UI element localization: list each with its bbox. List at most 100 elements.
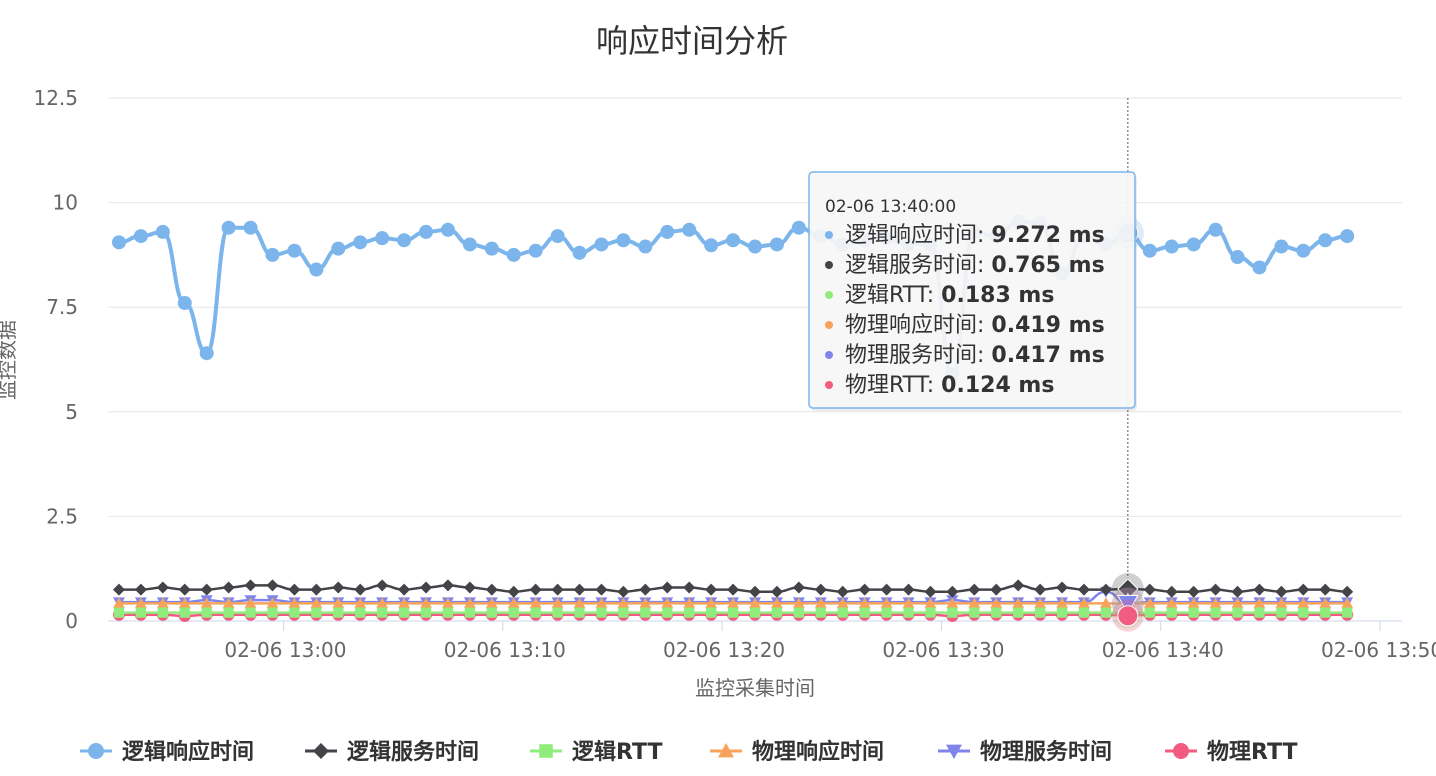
legend-item-5[interactable]: 物理RTT bbox=[1165, 739, 1297, 765]
legend-item-1[interactable]: 逻辑服务时间 bbox=[305, 739, 479, 765]
data-point bbox=[770, 585, 783, 598]
data-point bbox=[1056, 607, 1068, 618]
data-point bbox=[792, 597, 805, 609]
tooltip-value: 0.765 ms bbox=[991, 253, 1104, 278]
data-point bbox=[551, 583, 564, 596]
legend-item-0[interactable]: 逻辑响应时间 bbox=[80, 739, 254, 765]
data-point bbox=[574, 607, 585, 618]
data-point bbox=[1296, 243, 1311, 258]
data-point bbox=[267, 607, 278, 618]
data-point bbox=[179, 607, 190, 618]
data-point bbox=[310, 583, 323, 596]
data-point bbox=[464, 607, 475, 618]
tooltip-label: 逻辑服务时间: bbox=[845, 253, 991, 278]
data-point bbox=[749, 597, 761, 609]
data-point bbox=[463, 581, 476, 594]
data-point bbox=[420, 581, 433, 594]
data-point bbox=[463, 597, 476, 609]
data-point bbox=[353, 235, 368, 250]
data-point bbox=[375, 231, 390, 246]
y-axis: 0 2.5 5 7.5 10 12.5 bbox=[33, 86, 78, 633]
data-point bbox=[968, 597, 981, 609]
y-tick-label: 7.5 bbox=[46, 295, 78, 319]
data-point bbox=[441, 597, 454, 609]
data-point bbox=[1318, 233, 1333, 248]
data-point bbox=[376, 579, 389, 592]
legend-marker bbox=[313, 743, 329, 759]
data-point bbox=[134, 583, 147, 596]
data-point bbox=[550, 229, 565, 244]
data-point bbox=[1341, 585, 1354, 598]
data-point bbox=[354, 583, 367, 596]
tooltip-swatch bbox=[825, 321, 833, 329]
data-point bbox=[134, 597, 147, 609]
data-point bbox=[287, 243, 302, 258]
data-point bbox=[903, 607, 914, 618]
data-point bbox=[705, 597, 718, 609]
data-point bbox=[310, 597, 323, 609]
data-point bbox=[486, 607, 497, 618]
legend-item-2[interactable]: 逻辑RTT bbox=[530, 739, 662, 765]
data-point bbox=[660, 224, 675, 239]
data-point bbox=[946, 585, 959, 598]
data-point bbox=[288, 597, 301, 609]
x-tick-label: 02-06 13:20 bbox=[663, 638, 785, 662]
data-point bbox=[1165, 597, 1178, 609]
tooltip-label: 逻辑RTT: bbox=[845, 283, 941, 308]
data-point bbox=[398, 583, 411, 596]
data-point bbox=[683, 597, 696, 609]
data-point bbox=[924, 585, 937, 598]
tooltip-row: 物理服务时间: 0.417 ms bbox=[845, 343, 1105, 368]
data-point bbox=[902, 597, 915, 609]
data-point bbox=[1056, 597, 1069, 609]
x-axis: 02-06 13:00 02-06 13:10 02-06 13:20 02-06 1… bbox=[224, 621, 1436, 662]
data-point bbox=[1319, 583, 1332, 596]
data-point bbox=[1208, 222, 1223, 237]
y-tick-label: 5 bbox=[65, 400, 78, 424]
data-point bbox=[201, 607, 212, 618]
data-point bbox=[638, 239, 653, 254]
data-point bbox=[1035, 607, 1046, 618]
legend-item-4[interactable]: 物理服务时间 bbox=[938, 739, 1112, 765]
data-point bbox=[397, 233, 412, 248]
data-point bbox=[969, 607, 980, 618]
data-point bbox=[1232, 607, 1243, 618]
data-point bbox=[178, 597, 191, 609]
data-point bbox=[1298, 607, 1309, 618]
data-point bbox=[1165, 585, 1178, 598]
data-point bbox=[529, 597, 542, 609]
data-point bbox=[200, 583, 213, 596]
data-point bbox=[1342, 607, 1353, 618]
data-point bbox=[1340, 229, 1355, 244]
data-point bbox=[376, 597, 389, 609]
data-point bbox=[355, 607, 366, 618]
data-point bbox=[617, 597, 630, 609]
data-point bbox=[552, 607, 563, 618]
data-point bbox=[639, 583, 652, 596]
data-point bbox=[333, 607, 344, 618]
data-point bbox=[793, 607, 804, 618]
legend-label: 物理服务时间 bbox=[980, 739, 1112, 765]
data-point bbox=[902, 583, 915, 596]
data-point bbox=[1078, 607, 1090, 618]
data-point bbox=[551, 597, 564, 609]
data-point bbox=[529, 583, 542, 596]
data-point bbox=[1100, 607, 1112, 618]
data-point bbox=[1319, 597, 1332, 609]
data-point bbox=[727, 583, 740, 596]
data-point bbox=[749, 607, 761, 618]
legend-marker bbox=[1173, 743, 1189, 759]
legend-item-3[interactable]: 物理响应时间 bbox=[710, 739, 884, 765]
tooltip-row: 逻辑服务时间: 0.765 ms bbox=[845, 253, 1105, 278]
data-point bbox=[398, 607, 410, 618]
data-point bbox=[617, 585, 630, 598]
data-point bbox=[771, 607, 783, 618]
data-point bbox=[814, 597, 827, 609]
data-point bbox=[244, 579, 257, 592]
x-tick-label: 02-06 13:40 bbox=[1102, 638, 1224, 662]
legend: 逻辑响应时间 逻辑服务时间 逻辑RTT 物理响应时间 物理服务时间 物理RTT bbox=[80, 739, 1297, 765]
x-axis-title: 监控采集时间 bbox=[695, 676, 815, 700]
data-point bbox=[1034, 583, 1047, 596]
data-point bbox=[1274, 239, 1289, 254]
